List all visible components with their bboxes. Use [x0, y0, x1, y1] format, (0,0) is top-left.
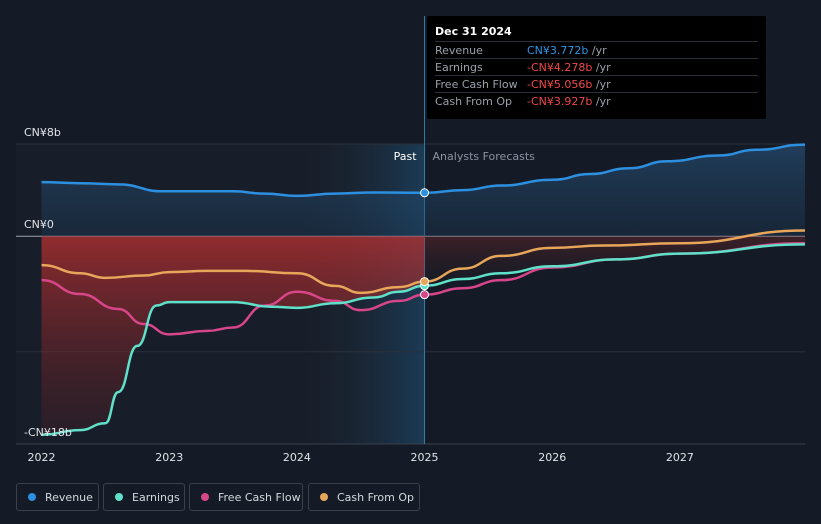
tooltip-label: Earnings: [435, 61, 483, 74]
y-tick-label: -CN¥18b: [24, 426, 72, 439]
tooltip-amount: -CN¥5.056b: [527, 78, 593, 91]
tooltip-unit: /yr: [591, 44, 607, 57]
tooltip-row-free-cash-flow: Free Cash Flow -CN¥5.056b /yr: [435, 75, 758, 93]
tooltip-row-earnings: Earnings -CN¥4.278b /yr: [435, 58, 758, 76]
free-cash-flow-marker: [420, 290, 430, 300]
earnings-line: [41, 243, 806, 437]
y-tick-label: CN¥8b: [24, 126, 61, 139]
legend-label: Earnings: [132, 490, 180, 504]
tooltip-amount: -CN¥3.927b: [527, 95, 593, 108]
legend-item-earnings[interactable]: Earnings: [103, 483, 185, 511]
legend-dot-icon: [320, 493, 328, 501]
x-tick-label: 2026: [538, 451, 566, 464]
legend-item-cash-from-op[interactable]: Cash From Op: [308, 483, 420, 511]
legend-item-revenue[interactable]: Revenue: [16, 483, 99, 511]
x-tick-label: 2025: [411, 451, 439, 464]
tooltip-amount: CN¥3.772b: [527, 44, 589, 57]
past-label: Past: [394, 150, 418, 163]
tooltip-unit: /yr: [595, 61, 611, 74]
tooltip-value-revenue: CN¥3.772b /yr: [527, 44, 607, 57]
tooltip-value-cash-from-op: -CN¥3.927b /yr: [527, 95, 611, 108]
legend-label: Revenue: [45, 490, 93, 504]
revenue-line: [41, 143, 806, 198]
x-tick-label: 2024: [283, 451, 311, 464]
tooltip-value-earnings: -CN¥4.278b /yr: [527, 61, 611, 74]
tooltip-amount: -CN¥4.278b: [527, 61, 593, 74]
legend-dot-icon: [201, 493, 209, 501]
legend-label: Free Cash Flow: [218, 490, 301, 504]
x-tick-label: 2022: [28, 451, 56, 464]
tooltip-date: Dec 31 2024: [435, 25, 512, 38]
tooltip-row-cash-from-op: Cash From Op -CN¥3.927b /yr: [435, 92, 758, 110]
cash-from-op-line: [41, 229, 806, 295]
revenue-area: [41, 144, 805, 237]
revenue-marker: [420, 188, 430, 198]
tooltip-label: Revenue: [435, 44, 483, 57]
x-tick-label: 2027: [666, 451, 694, 464]
tooltip-unit: /yr: [595, 78, 611, 91]
forecast-label: Analysts Forecasts: [433, 150, 536, 163]
tooltip-label: Cash From Op: [435, 95, 513, 108]
legend-item-free-cash-flow[interactable]: Free Cash Flow: [189, 483, 303, 511]
tooltip-row-revenue: Revenue CN¥3.772b /yr: [435, 41, 758, 59]
x-tick-label: 2023: [155, 451, 183, 464]
tooltip-unit: /yr: [595, 95, 611, 108]
y-tick-label: CN¥0: [24, 218, 54, 231]
tooltip-label: Free Cash Flow: [435, 78, 518, 91]
tooltip-value-free-cash-flow: -CN¥5.056b /yr: [527, 78, 611, 91]
earnings-area-forecast: [424, 236, 805, 286]
tooltip: Dec 31 2024 Revenue CN¥3.772b /yr Earnin…: [427, 16, 766, 119]
legend-dot-icon: [115, 493, 123, 501]
legend-dot-icon: [28, 493, 36, 501]
legend-label: Cash From Op: [337, 490, 415, 504]
cash-from-op-marker: [420, 277, 430, 287]
chart-area: CN¥8b CN¥0 -CN¥18b 2022 2023 2024 2025 2026 2027…: [16, 16, 806, 464]
